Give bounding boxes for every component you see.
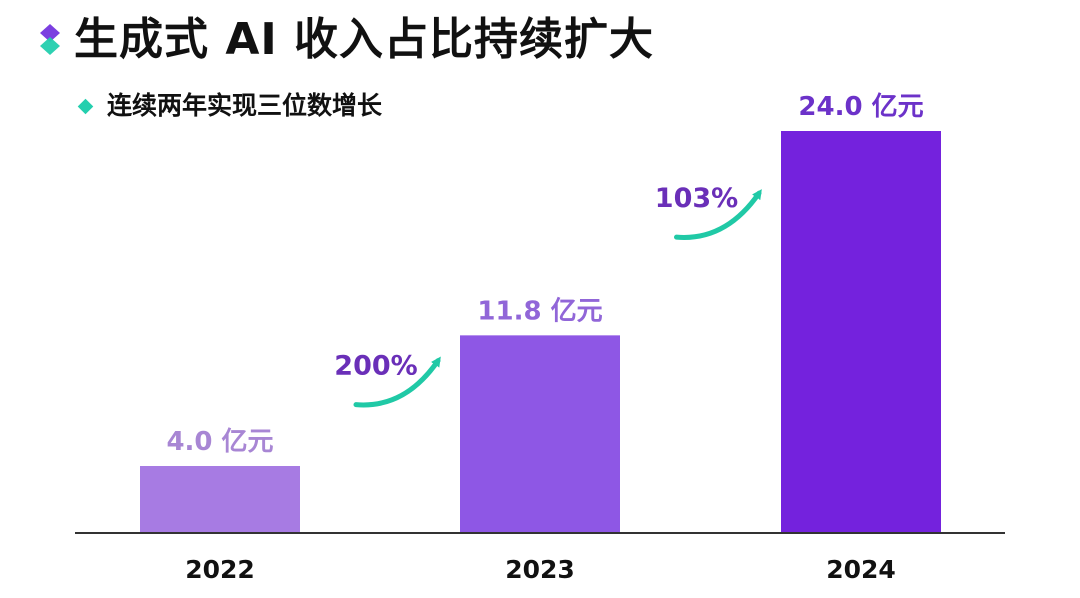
value-label-2022: 4.0 亿元 [166, 427, 273, 457]
growth-arrow-2 [674, 189, 762, 240]
bar-2022 [140, 466, 300, 533]
growth-arrow-1 [353, 356, 441, 408]
x-tick-label-2024: 2024 [826, 555, 896, 584]
growth-label-1: 200% [334, 351, 417, 382]
bar-2023 [460, 335, 620, 533]
x-tick-label-2022: 2022 [185, 555, 255, 584]
value-label-2024: 24.0 亿元 [798, 92, 923, 122]
x-tick-label-2023: 2023 [505, 555, 575, 584]
subtitle-row: 连续两年实现三位数增长 [77, 86, 383, 126]
value-label-2023: 11.8 亿元 [477, 296, 602, 326]
bar-2024 [781, 131, 941, 533]
chart-title: 生成式 AI 收入占比持续扩大 [74, 14, 655, 65]
title-row: 生成式 AI 收入占比持续扩大 [36, 8, 654, 72]
growth-label-2: 103% [655, 183, 738, 214]
chart-subtitle: 连续两年实现三位数增长 [107, 91, 383, 120]
layered-diamond-icon [40, 24, 60, 55]
